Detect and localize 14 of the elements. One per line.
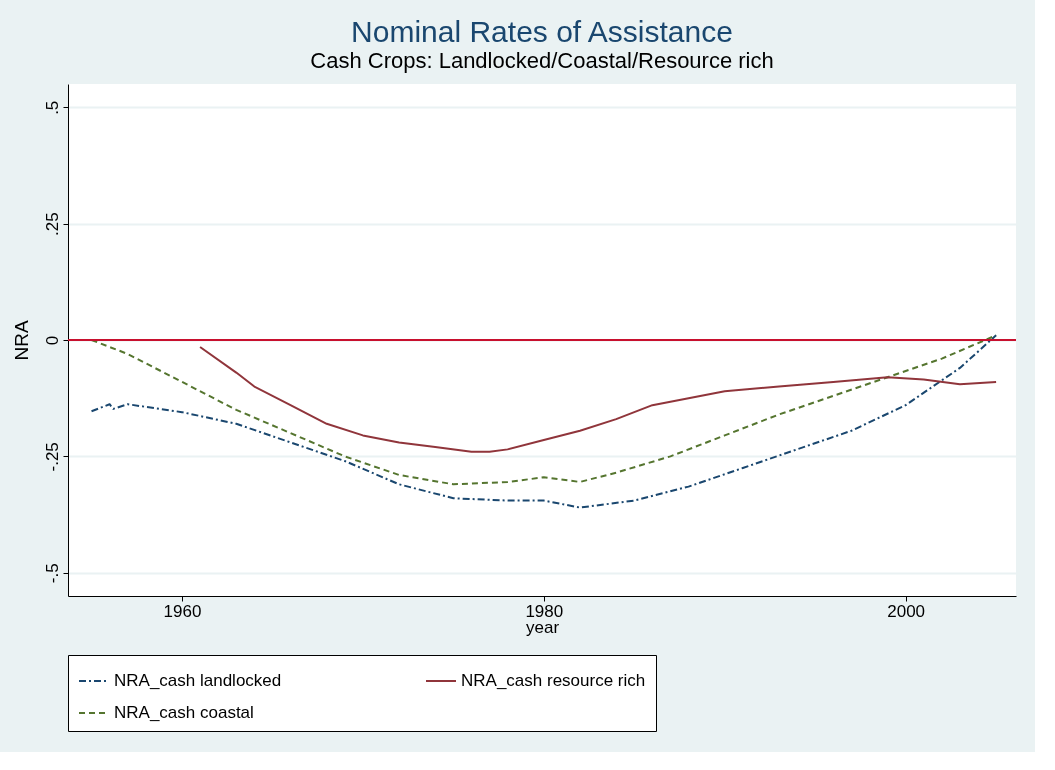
y-axis-title: NRA [10,320,32,361]
y-tick-label: .25 [42,212,62,236]
y-tick-label: -.25 [42,442,62,472]
y-tick-label: .5 [42,100,62,115]
y-tick-label: -.5 [42,563,62,584]
y-tick-label: 0 [42,335,62,346]
legend-label: NRA_cash coastal [114,703,254,722]
x-tick-label: 2000 [887,601,926,621]
chart-subtitle: Cash Crops: Landlocked/Coastal/Resource rich [310,48,774,73]
legend-label: NRA_cash landlocked [114,671,282,690]
x-tick-label: 1960 [163,601,202,621]
line-series [199,345,998,453]
chart-title: Nominal Rates of Assistance [351,15,733,48]
legend-label: NRA_cash resource rich [461,671,646,690]
